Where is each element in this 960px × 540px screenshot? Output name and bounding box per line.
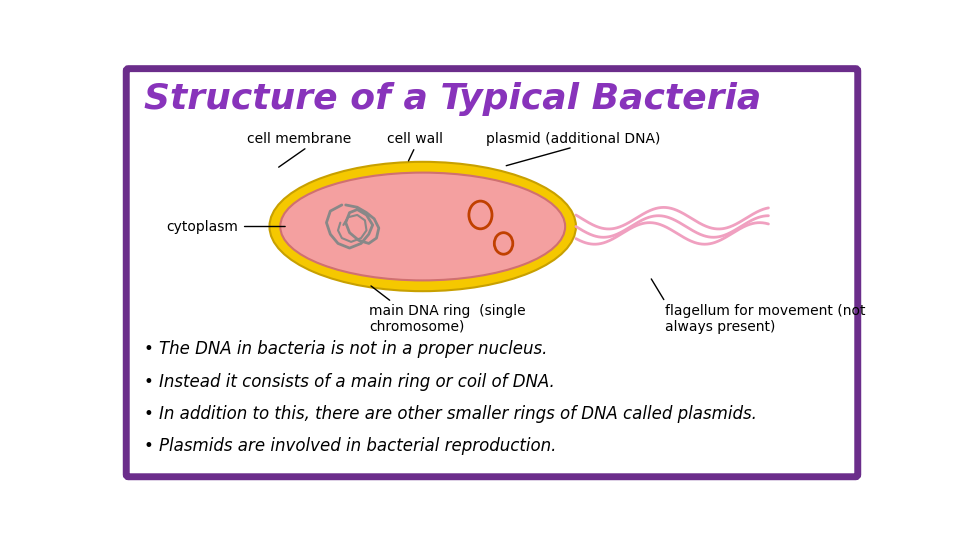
Text: cell membrane: cell membrane — [248, 132, 351, 146]
Text: main DNA ring  (single
chromosome): main DNA ring (single chromosome) — [369, 303, 525, 334]
Text: • In addition to this, there are other smaller rings of DNA called plasmids.: • In addition to this, there are other s… — [144, 405, 756, 423]
Ellipse shape — [280, 173, 565, 280]
FancyBboxPatch shape — [127, 69, 857, 477]
Text: flagellum for movement (not
always present): flagellum for movement (not always prese… — [665, 303, 866, 334]
Text: cell wall: cell wall — [387, 132, 443, 146]
Text: • The DNA in bacteria is not in a proper nucleus.: • The DNA in bacteria is not in a proper… — [144, 340, 547, 359]
Ellipse shape — [270, 162, 576, 291]
Text: plasmid (additional DNA): plasmid (additional DNA) — [486, 132, 660, 146]
Text: • Instead it consists of a main ring or coil of DNA.: • Instead it consists of a main ring or … — [144, 373, 555, 391]
Text: Structure of a Typical Bacteria: Structure of a Typical Bacteria — [144, 82, 761, 116]
Text: • Plasmids are involved in bacterial reproduction.: • Plasmids are involved in bacterial rep… — [144, 437, 557, 455]
Text: cytoplasm: cytoplasm — [166, 219, 238, 233]
